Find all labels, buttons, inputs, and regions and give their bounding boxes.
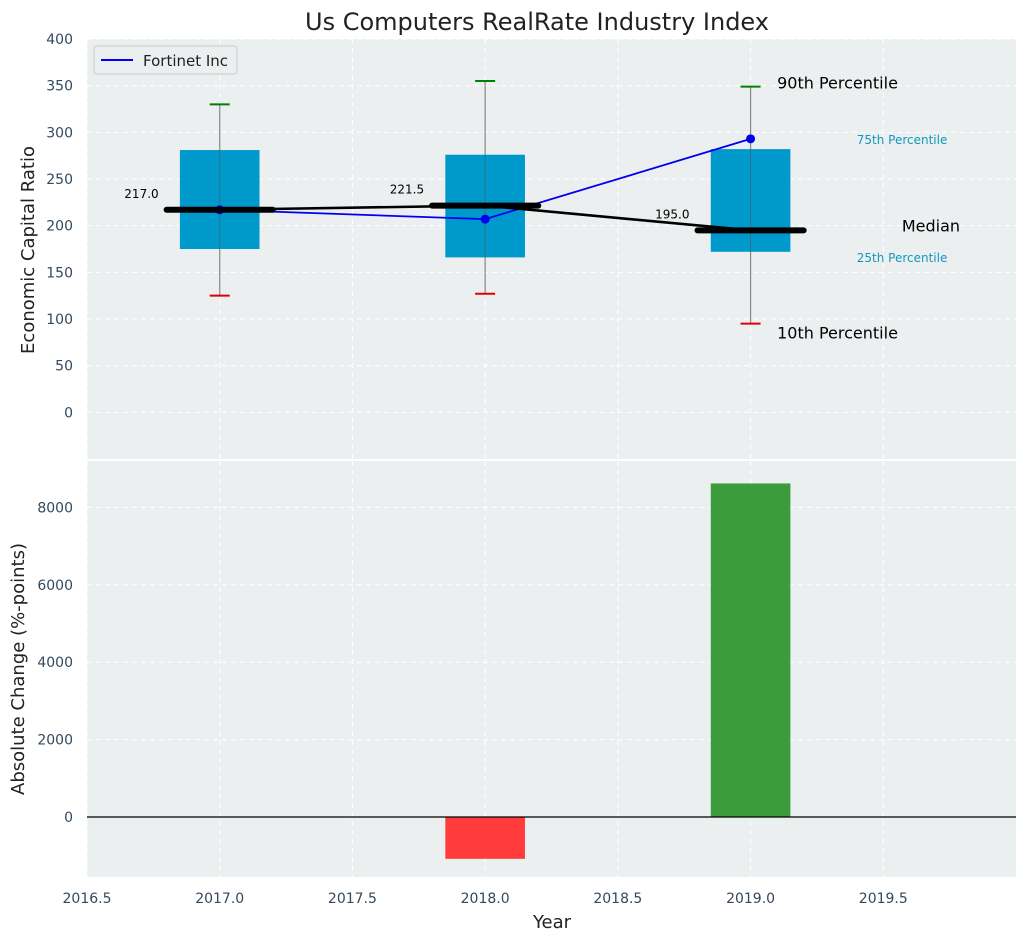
bottom-y-tick-label: 2000 [37, 733, 73, 749]
median-value-label: 195.0 [655, 207, 689, 221]
top-y-tick-label: 0 [64, 405, 73, 421]
median-series: 217.0 221.5 195.0 [124, 183, 807, 234]
percentile-annotations: 90th Percentile 75th Percentile Median 25th… [777, 74, 960, 343]
bottom-y-ticks: 0 2000 4000 6000 8000 [37, 500, 73, 826]
legend-box [93, 45, 238, 75]
x-tick-label: 2018.0 [461, 891, 510, 907]
bottom-panel-background [87, 461, 1016, 877]
x-tick-label: 2016.5 [63, 891, 112, 907]
bottom-y-axis-label: Absolute Change (%-points) [8, 543, 29, 795]
median-value-label: 217.0 [124, 187, 158, 201]
top-grid [86, 38, 1016, 459]
top-y-tick-label: 300 [46, 125, 73, 141]
x-axis-label: Year [532, 912, 572, 933]
legend-company-label: Fortinet Inc [143, 52, 228, 70]
bottom-y-tick-label: 4000 [37, 655, 73, 671]
top-y-tick-label: 350 [46, 79, 73, 95]
change-bar [710, 483, 791, 818]
median-annotation: Median [902, 216, 960, 235]
p10-annotation: 10th Percentile [777, 324, 898, 343]
top-y-axis-label: Economic Capital Ratio [18, 146, 39, 354]
top-panel: 0 50 100 150 200 250 300 350 400 217.0 221.5 195.0… [18, 32, 1016, 459]
top-y-tick-label: 100 [46, 312, 73, 328]
top-y-tick-label: 50 [55, 359, 73, 375]
top-y-tick-label: 250 [46, 172, 73, 188]
chart-title: Us Computers RealRate Industry Index [305, 8, 769, 36]
change-bars [445, 483, 791, 859]
bottom-panel: 0 2000 4000 6000 8000 2016.5 2017.0 2017.5 2018… [8, 461, 1016, 933]
top-y-tick-label: 400 [46, 32, 73, 48]
change-bar [445, 817, 525, 859]
legend: Fortinet Inc [93, 45, 238, 75]
median-value-label: 221.5 [390, 183, 424, 197]
top-y-tick-label: 150 [46, 265, 73, 281]
x-tick-label: 2019.5 [859, 891, 908, 907]
company-point [746, 134, 756, 144]
x-tick-label: 2018.5 [593, 891, 642, 907]
x-tick-label: 2019.0 [726, 891, 775, 907]
bottom-y-tick-label: 0 [64, 810, 73, 826]
top-y-ticks: 0 50 100 150 200 250 300 350 400 [46, 32, 73, 421]
bottom-y-tick-label: 8000 [37, 500, 73, 516]
x-tick-label: 2017.0 [195, 891, 244, 907]
p90-annotation: 90th Percentile [777, 74, 898, 93]
x-tick-label: 2017.5 [328, 891, 377, 907]
p25-annotation: 25th Percentile [857, 251, 948, 265]
p75-annotation: 75th Percentile [857, 133, 948, 147]
bottom-y-tick-label: 6000 [37, 578, 73, 594]
company-point [480, 214, 490, 224]
x-ticks: 2016.5 2017.0 2017.5 2018.0 2018.5 2019.0 2019… [63, 891, 908, 907]
top-y-tick-label: 200 [46, 219, 73, 235]
